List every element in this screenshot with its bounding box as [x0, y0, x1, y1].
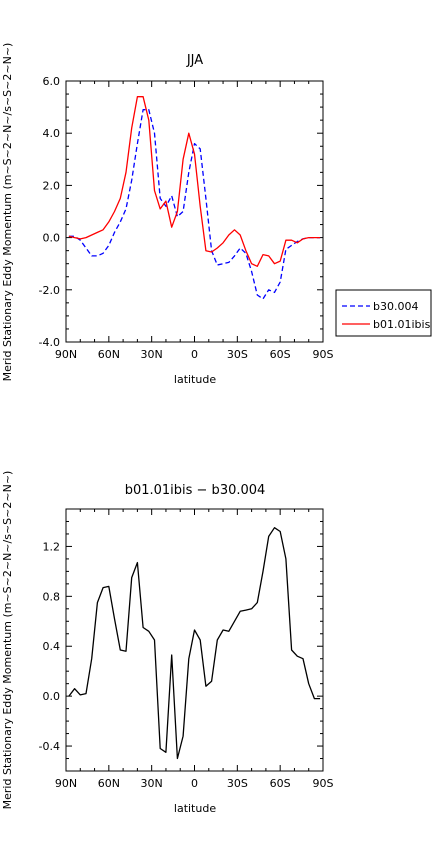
- top-series-line-b30-004: [68, 109, 321, 300]
- top-ytick-label: -2.0: [39, 284, 60, 297]
- top-chart-title: JJA: [186, 53, 203, 68]
- top-xtick-label: 30N: [141, 348, 163, 361]
- top-ytick-label: 2.0: [43, 179, 61, 192]
- bottom-xtick-label: 90N: [55, 777, 77, 790]
- legend-label-b30-004: b30.004: [373, 300, 418, 313]
- top-chart-legend: b30.004 b01.01ibis: [335, 289, 432, 337]
- bottom-xtick-label: 90S: [313, 777, 334, 790]
- top-chart-ylabel: Merid Stationary Eddy Momentum (m~S~2~N~…: [1, 43, 14, 382]
- top-ytick-label: 6.0: [43, 75, 61, 88]
- legend-label-b01-01ibis: b01.01ibis: [373, 318, 431, 331]
- bottom-chart-title: b01.01ibis − b30.004: [125, 483, 266, 498]
- top-xtick-label: 30S: [227, 348, 248, 361]
- top-chart-frame: [65, 80, 324, 343]
- bottom-xtick-label: 30N: [141, 777, 163, 790]
- legend-box: [335, 289, 432, 337]
- bottom-chart: b01.01ibis − b30.004 90N 60N 30N 0 30S 60S 90S…: [1, 471, 334, 815]
- top-xtick-label: 90N: [55, 348, 77, 361]
- top-series-line-b01-01ibis: [68, 96, 321, 267]
- bottom-chart-frame: [65, 508, 324, 772]
- top-xtick-label: 0: [191, 348, 198, 361]
- bottom-chart-ylabel: Merid Stationary Eddy Momentum (m~S~2~N~…: [1, 471, 14, 810]
- top-ytick-label: 0.0: [43, 232, 61, 245]
- bottom-ytick-label: 1.2: [43, 540, 61, 553]
- top-ytick-label: -4.0: [39, 336, 60, 349]
- bottom-series-line-difference: [68, 527, 321, 760]
- bottom-ytick-label: 0.0: [43, 690, 61, 703]
- bottom-xtick-label: 60S: [270, 777, 291, 790]
- bottom-xtick-label: 30S: [227, 777, 248, 790]
- top-chart-xlabel: latitude: [174, 373, 216, 386]
- top-xtick-label: 60N: [98, 348, 120, 361]
- bottom-xtick-label: 60N: [98, 777, 120, 790]
- top-chart: JJA 90N 60N 30N 0 30S 60S 90S -4.0 -2.0 0.0 2.0 4.0…: [1, 43, 432, 386]
- top-xtick-label: 90S: [313, 348, 334, 361]
- bottom-chart-xlabel: latitude: [174, 802, 216, 815]
- bottom-xtick-label: 0: [191, 777, 198, 790]
- bottom-ytick-label: 0.8: [43, 590, 61, 603]
- bottom-ytick-label: 0.4: [43, 640, 61, 653]
- bottom-ytick-label: -0.4: [39, 740, 60, 753]
- top-ytick-label: 4.0: [43, 127, 61, 140]
- top-xtick-label: 60S: [270, 348, 291, 361]
